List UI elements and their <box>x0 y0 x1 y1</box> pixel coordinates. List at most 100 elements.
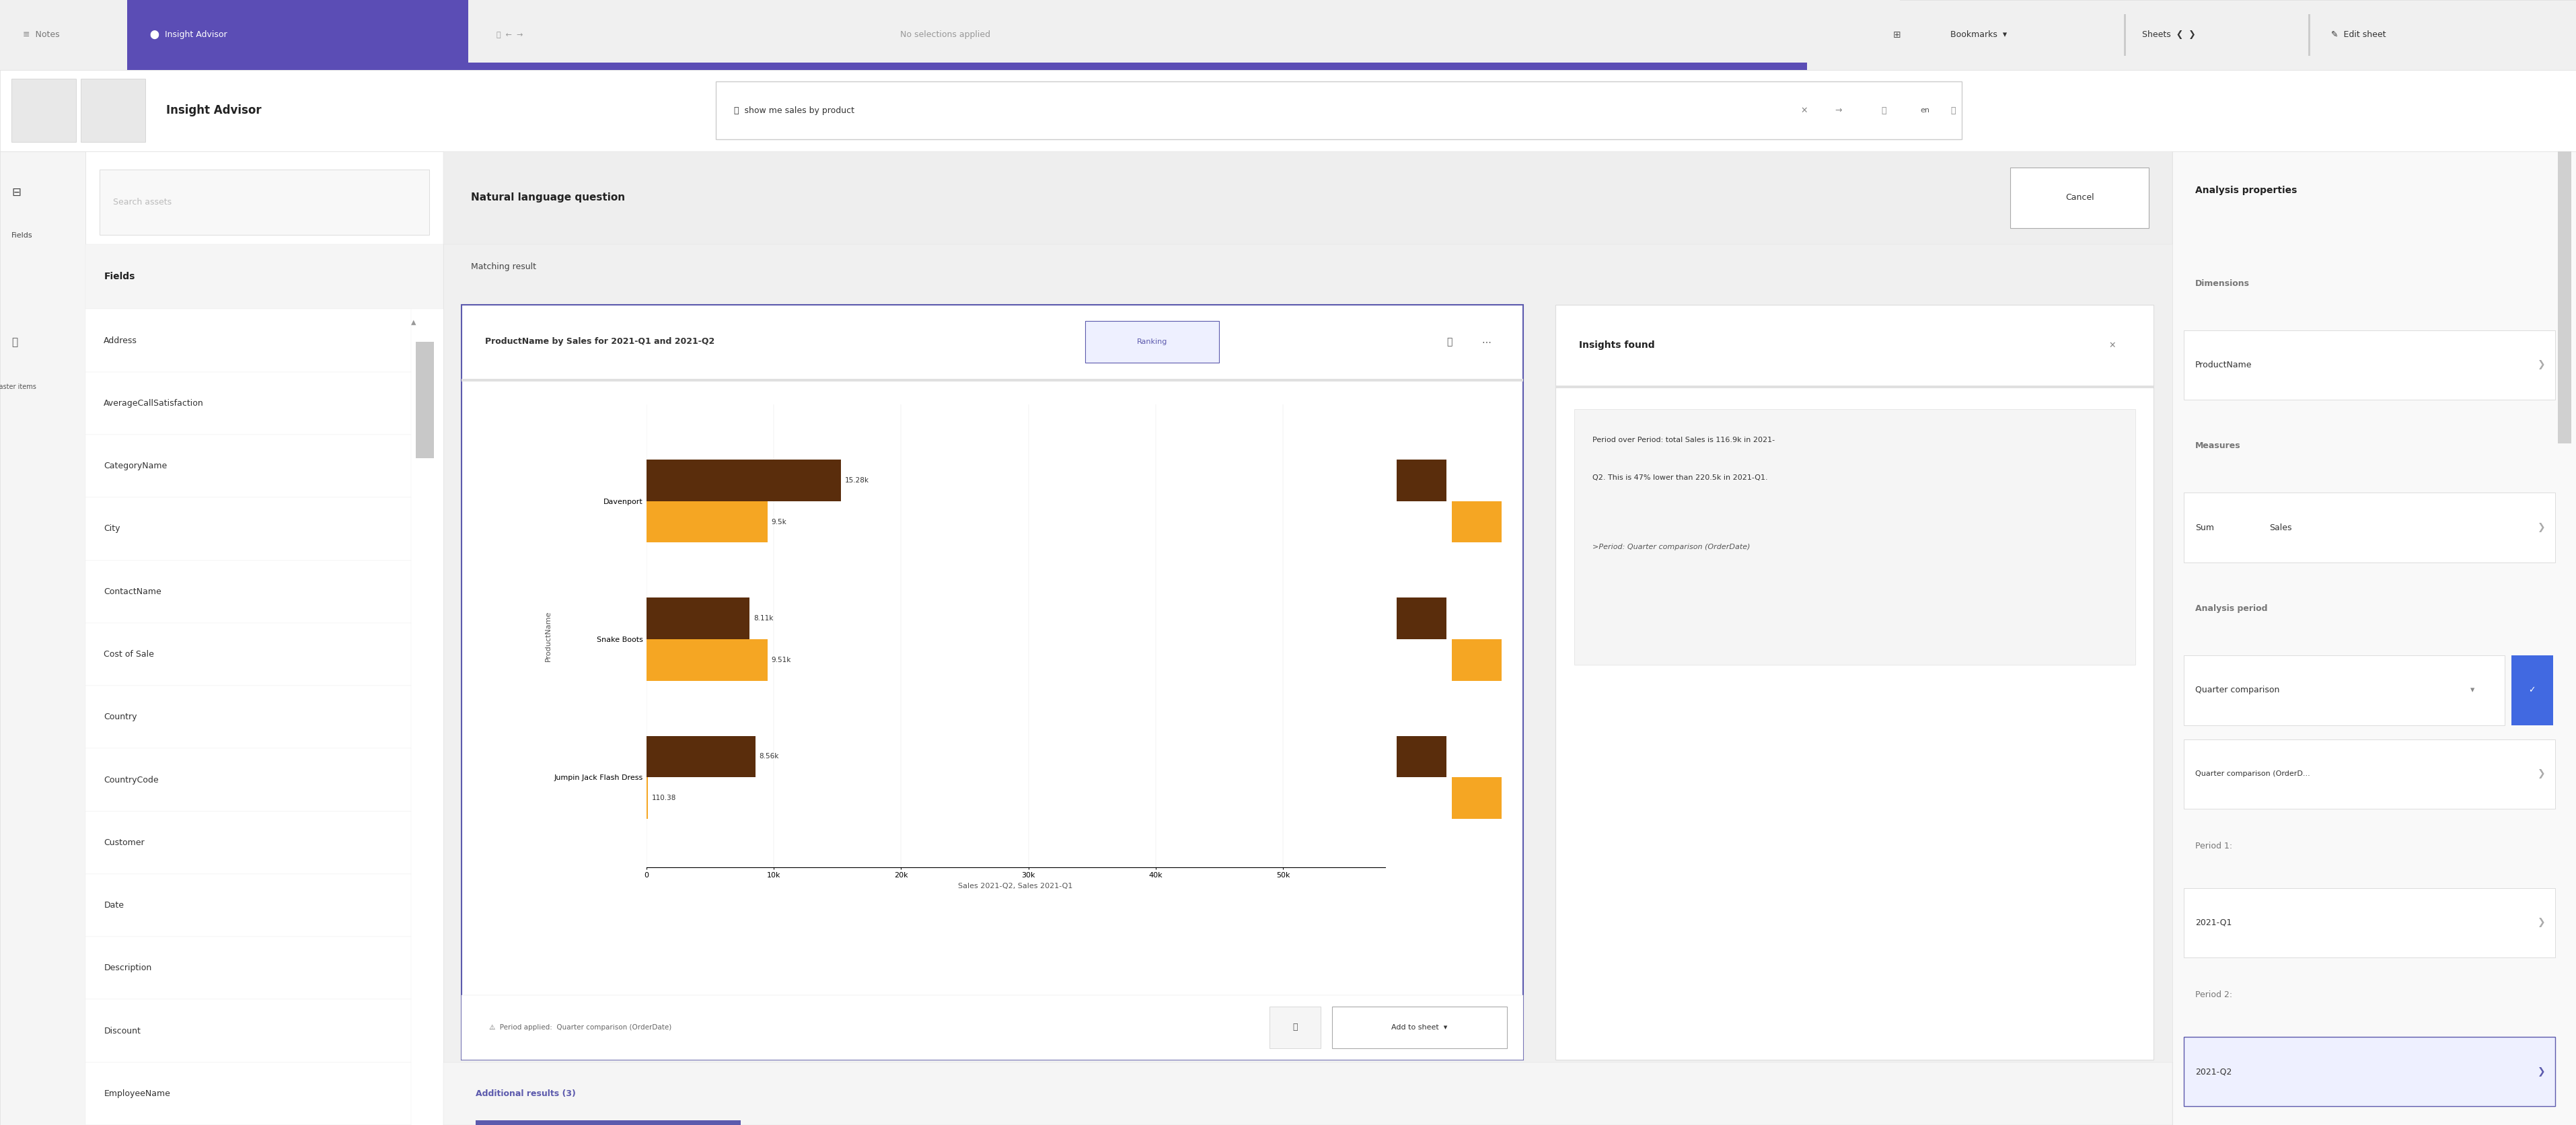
Bar <box>1556 386 2154 388</box>
Text: Insights found: Insights found <box>1579 341 1654 350</box>
Bar <box>1453 777 1502 819</box>
Text: Matching result: Matching result <box>471 262 536 271</box>
Text: Sheets  ❮  ❯: Sheets ❮ ❯ <box>2143 30 2195 39</box>
Bar <box>80 79 144 142</box>
Text: 🔗: 🔗 <box>10 338 18 348</box>
Text: ❯: ❯ <box>2537 360 2545 370</box>
Text: Sales: Sales <box>2269 523 2293 532</box>
Bar <box>1396 736 1445 777</box>
X-axis label: Sales 2021-Q2, Sales 2021-Q1: Sales 2021-Q2, Sales 2021-Q1 <box>958 883 1074 890</box>
Text: ❯: ❯ <box>2537 770 2545 778</box>
Text: ⚠  Period applied:  Quarter comparison (OrderDate): ⚠ Period applied: Quarter comparison (Or… <box>489 1024 672 1030</box>
Text: 🔍  show me sales by product: 🔍 show me sales by product <box>734 106 855 115</box>
Bar <box>0 151 85 1125</box>
Text: Bookmarks  ▾: Bookmarks ▾ <box>1950 30 2007 39</box>
Text: CountryCode: CountryCode <box>103 775 160 784</box>
Bar <box>126 0 469 70</box>
Bar <box>1453 639 1502 681</box>
Bar <box>2009 168 2148 227</box>
Text: ⬤  Insight Advisor: ⬤ Insight Advisor <box>149 30 227 39</box>
Text: Description: Description <box>103 964 152 972</box>
Bar <box>1556 305 2154 1060</box>
Bar <box>2184 656 2504 726</box>
Bar <box>2184 330 2555 399</box>
Bar <box>2172 151 2576 1125</box>
Text: 2021-Q2: 2021-Q2 <box>2195 1068 2231 1076</box>
Bar <box>647 639 768 681</box>
Text: Country: Country <box>103 713 137 721</box>
Text: Natural language question: Natural language question <box>471 192 626 202</box>
Text: ✕: ✕ <box>1801 106 1808 115</box>
Text: Insight Advisor: Insight Advisor <box>167 105 263 117</box>
Text: Dimensions: Dimensions <box>2195 279 2249 288</box>
Bar <box>100 170 430 235</box>
Text: ✎  Edit sheet: ✎ Edit sheet <box>2331 30 2385 39</box>
Text: City: City <box>103 524 121 533</box>
Text: ⊞: ⊞ <box>1893 30 1901 39</box>
Bar <box>647 460 840 501</box>
Text: CategoryName: CategoryName <box>103 461 167 470</box>
Bar <box>461 305 1522 1060</box>
Text: Cost of Sale: Cost of Sale <box>103 650 155 658</box>
Bar <box>469 0 1899 70</box>
Text: ⋯: ⋯ <box>1481 338 1492 346</box>
Bar <box>85 686 410 748</box>
Bar <box>85 811 410 874</box>
Bar <box>1332 1007 1507 1048</box>
Text: Period over Period: total Sales is 116.9k in 2021-: Period over Period: total Sales is 116.9… <box>1592 436 1775 443</box>
Bar <box>85 874 410 937</box>
Text: Quarter comparison (OrderD...: Quarter comparison (OrderD... <box>2195 771 2311 777</box>
Bar <box>1574 410 2136 665</box>
Bar <box>2184 493 2555 562</box>
Text: Fields: Fields <box>10 233 33 240</box>
Text: 9.5k: 9.5k <box>770 519 786 525</box>
Text: Date: Date <box>103 901 124 910</box>
Bar <box>85 372 410 434</box>
Text: ❯: ❯ <box>2537 523 2545 532</box>
Bar <box>85 309 410 372</box>
Text: 9.51k: 9.51k <box>770 657 791 664</box>
Text: ProductName by Sales for 2021-Q1 and 2021-Q2: ProductName by Sales for 2021-Q1 and 202… <box>484 338 714 346</box>
Text: ProductName: ProductName <box>2195 360 2251 369</box>
Bar <box>2184 739 2555 809</box>
Text: Add to sheet  ▾: Add to sheet ▾ <box>1391 1024 1448 1030</box>
Text: >Period: Quarter comparison (OrderDate): >Period: Quarter comparison (OrderDate) <box>1592 543 1752 550</box>
Bar <box>1270 1007 1321 1048</box>
Text: ContactName: ContactName <box>103 587 162 596</box>
Text: Search assets: Search assets <box>113 198 173 207</box>
Bar <box>2184 888 2555 957</box>
Bar <box>1084 321 1218 362</box>
Bar <box>85 497 410 560</box>
Text: ≡  Notes: ≡ Notes <box>23 30 59 39</box>
Bar <box>443 1062 2172 1125</box>
Bar <box>0 70 2576 151</box>
Text: EmployeeName: EmployeeName <box>103 1089 170 1098</box>
Text: ❯: ❯ <box>2537 1066 2545 1077</box>
Text: ❯: ❯ <box>2537 918 2545 927</box>
Bar <box>85 623 410 686</box>
Text: ⤢: ⤢ <box>1293 1023 1298 1032</box>
Text: Period 1:: Period 1: <box>2195 842 2233 850</box>
Bar <box>2558 151 2571 443</box>
Bar <box>126 63 1808 70</box>
Text: 2021-Q1: 2021-Q1 <box>2195 918 2231 927</box>
Text: ⓘ: ⓘ <box>1950 106 1955 115</box>
Text: Q2. This is 47% lower than 220.5k in 2021-Q1.: Q2. This is 47% lower than 220.5k in 202… <box>1592 474 1767 480</box>
Text: Quarter comparison: Quarter comparison <box>2195 686 2280 695</box>
Bar <box>2184 1036 2555 1106</box>
Text: en: en <box>1922 107 1929 114</box>
Bar <box>0 0 126 70</box>
Bar <box>477 1120 742 1125</box>
Bar <box>85 560 410 623</box>
Bar <box>2512 656 2553 726</box>
Text: Measures: Measures <box>2195 442 2241 450</box>
Bar <box>1396 597 1445 639</box>
Text: Discount: Discount <box>103 1026 142 1035</box>
Text: ▲: ▲ <box>410 318 415 325</box>
Bar <box>1453 501 1502 542</box>
Bar <box>0 0 2576 70</box>
Bar <box>85 434 410 497</box>
Text: Analysis period: Analysis period <box>2195 604 2267 613</box>
Text: No selections applied: No selections applied <box>899 30 989 39</box>
Text: ⤢: ⤢ <box>1448 338 1453 346</box>
